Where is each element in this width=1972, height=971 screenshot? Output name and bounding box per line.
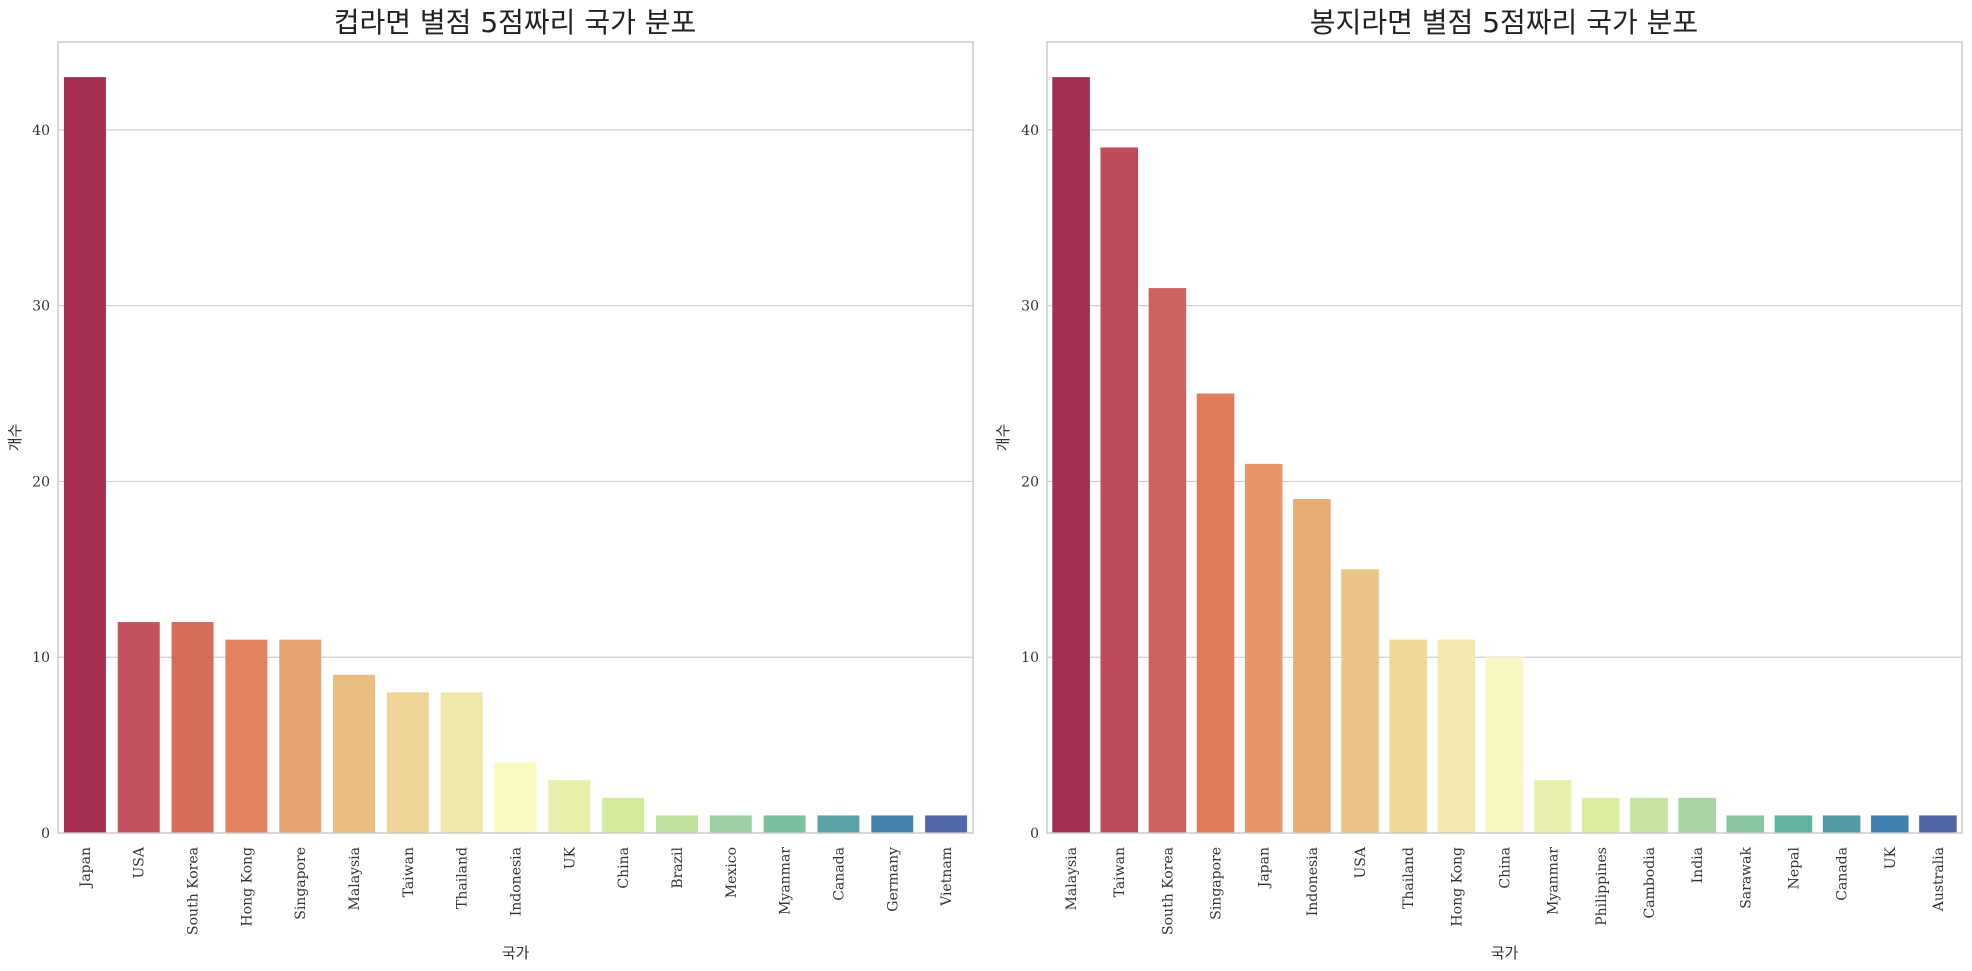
x-tick-label: USA xyxy=(132,846,148,878)
x-tick-label: Australia xyxy=(1931,847,1947,912)
bar-indonesia xyxy=(494,762,537,833)
y-tick-label: 30 xyxy=(1021,299,1039,315)
bar-thailand xyxy=(440,692,483,833)
x-axis-label: 국가 xyxy=(1491,944,1519,962)
x-tick-label: South Korea xyxy=(186,847,202,935)
x-tick-label: Indonesia xyxy=(509,847,525,916)
x-tick-label: UK xyxy=(1883,846,1899,869)
bar-indonesia xyxy=(1293,499,1331,833)
bar-usa xyxy=(1341,569,1379,833)
x-tick-label: Taiwan xyxy=(401,847,417,897)
bar-malaysia xyxy=(1052,77,1090,833)
bar-uk xyxy=(548,780,591,833)
x-tick-label: Japan xyxy=(78,847,94,889)
x-tick-label: Thailand xyxy=(1401,847,1417,909)
y-tick-label: 20 xyxy=(32,474,50,490)
bar-singapore xyxy=(1196,393,1235,833)
x-tick-label: Canada xyxy=(831,847,847,901)
chart-title: 컵라면 별점 5점짜리 국가 분포 xyxy=(334,6,697,39)
y-axis-label: 개수 xyxy=(6,424,24,452)
bar-canada xyxy=(1822,815,1861,833)
x-tick-label: Brazil xyxy=(670,846,686,888)
bar-germany xyxy=(871,815,914,833)
x-tick-label: USA xyxy=(1353,846,1369,878)
bar-myanmar xyxy=(1533,780,1572,833)
bar-india xyxy=(1678,797,1716,833)
x-tick-label: India xyxy=(1690,847,1706,883)
x-tick-label: Cambodia xyxy=(1642,847,1658,919)
bar-japan xyxy=(63,77,106,833)
bar-hong-kong xyxy=(225,639,268,833)
bar-taiwan xyxy=(1100,147,1139,833)
x-tick-label: Mexico xyxy=(724,847,740,898)
bar-thailand xyxy=(1389,639,1427,833)
x-tick-label: UK xyxy=(562,846,578,869)
bar-sarawak xyxy=(1726,815,1765,833)
y-tick-label: 10 xyxy=(1021,650,1039,666)
x-tick-label: Myanmar xyxy=(1546,847,1562,915)
bar-uk xyxy=(1870,815,1909,833)
y-tick-label: 40 xyxy=(1021,123,1039,139)
bar-malaysia xyxy=(333,674,376,833)
x-tick-label: Germany xyxy=(885,847,901,912)
chart-2: 0 10 20 30 40 Malaysia Taiwan South Korea Singap… xyxy=(994,6,1963,962)
bar-south-korea xyxy=(1148,288,1187,834)
bar-japan xyxy=(1244,463,1283,833)
bar-china xyxy=(602,797,645,833)
bar-china xyxy=(1485,657,1524,833)
bar-canada xyxy=(817,815,860,833)
x-tick-label: Philippines xyxy=(1594,847,1610,926)
bar-nepal xyxy=(1774,815,1813,833)
bar-myanmar xyxy=(763,815,806,833)
bar-philippines xyxy=(1582,797,1620,833)
y-tick-label: 10 xyxy=(32,650,50,666)
bar-hong-kong xyxy=(1437,639,1476,833)
bar-singapore xyxy=(279,639,322,833)
bar-australia xyxy=(1919,815,1957,833)
x-tick-label: Hong Kong xyxy=(239,847,255,927)
y-tick-label: 30 xyxy=(32,299,50,315)
y-tick-label: 40 xyxy=(32,123,50,139)
x-tick-label: China xyxy=(616,847,632,889)
x-tick-label: Indonesia xyxy=(1305,847,1321,916)
x-tick-label: China xyxy=(1498,847,1514,889)
bar-mexico xyxy=(709,815,752,833)
chart-title: 봉지라면 별점 5점짜리 국가 분포 xyxy=(1310,6,1698,39)
y-axis-label: 개수 xyxy=(994,424,1012,452)
plot-frame xyxy=(1046,41,1963,834)
x-tick-label: Nepal xyxy=(1786,846,1802,889)
bar-brazil xyxy=(655,815,698,833)
x-tick-label: Japan xyxy=(1257,847,1273,889)
bar-cambodia xyxy=(1630,797,1668,833)
chart-1: 0 10 20 30 40 Japan USA South Korea Hong Kong Sin… xyxy=(6,6,974,962)
plot-frame xyxy=(57,41,974,834)
x-tick-label: Vietnam xyxy=(939,847,955,907)
y-tick-label: 0 xyxy=(41,826,50,842)
x-tick-label: Canada xyxy=(1835,847,1851,901)
x-tick-label: Malaysia xyxy=(347,847,363,910)
y-tick-label: 0 xyxy=(1030,826,1039,842)
x-tick-label: Singapore xyxy=(293,847,309,920)
bar-south-korea xyxy=(171,622,214,833)
x-tick-label: Sarawak xyxy=(1738,846,1754,908)
x-tick-label: Taiwan xyxy=(1112,847,1128,897)
x-tick-label: Malaysia xyxy=(1064,847,1080,910)
bar-vietnam xyxy=(925,815,968,833)
x-tick-label: Thailand xyxy=(455,847,471,909)
x-tick-label: Myanmar xyxy=(778,847,794,915)
x-tick-label: South Korea xyxy=(1160,847,1176,935)
bar-usa xyxy=(117,622,160,833)
bar-taiwan xyxy=(386,692,429,833)
x-tick-label: Hong Kong xyxy=(1449,847,1465,927)
x-tick-label: Singapore xyxy=(1209,847,1225,920)
x-axis-label: 국가 xyxy=(502,944,530,962)
y-tick-label: 20 xyxy=(1021,474,1039,490)
